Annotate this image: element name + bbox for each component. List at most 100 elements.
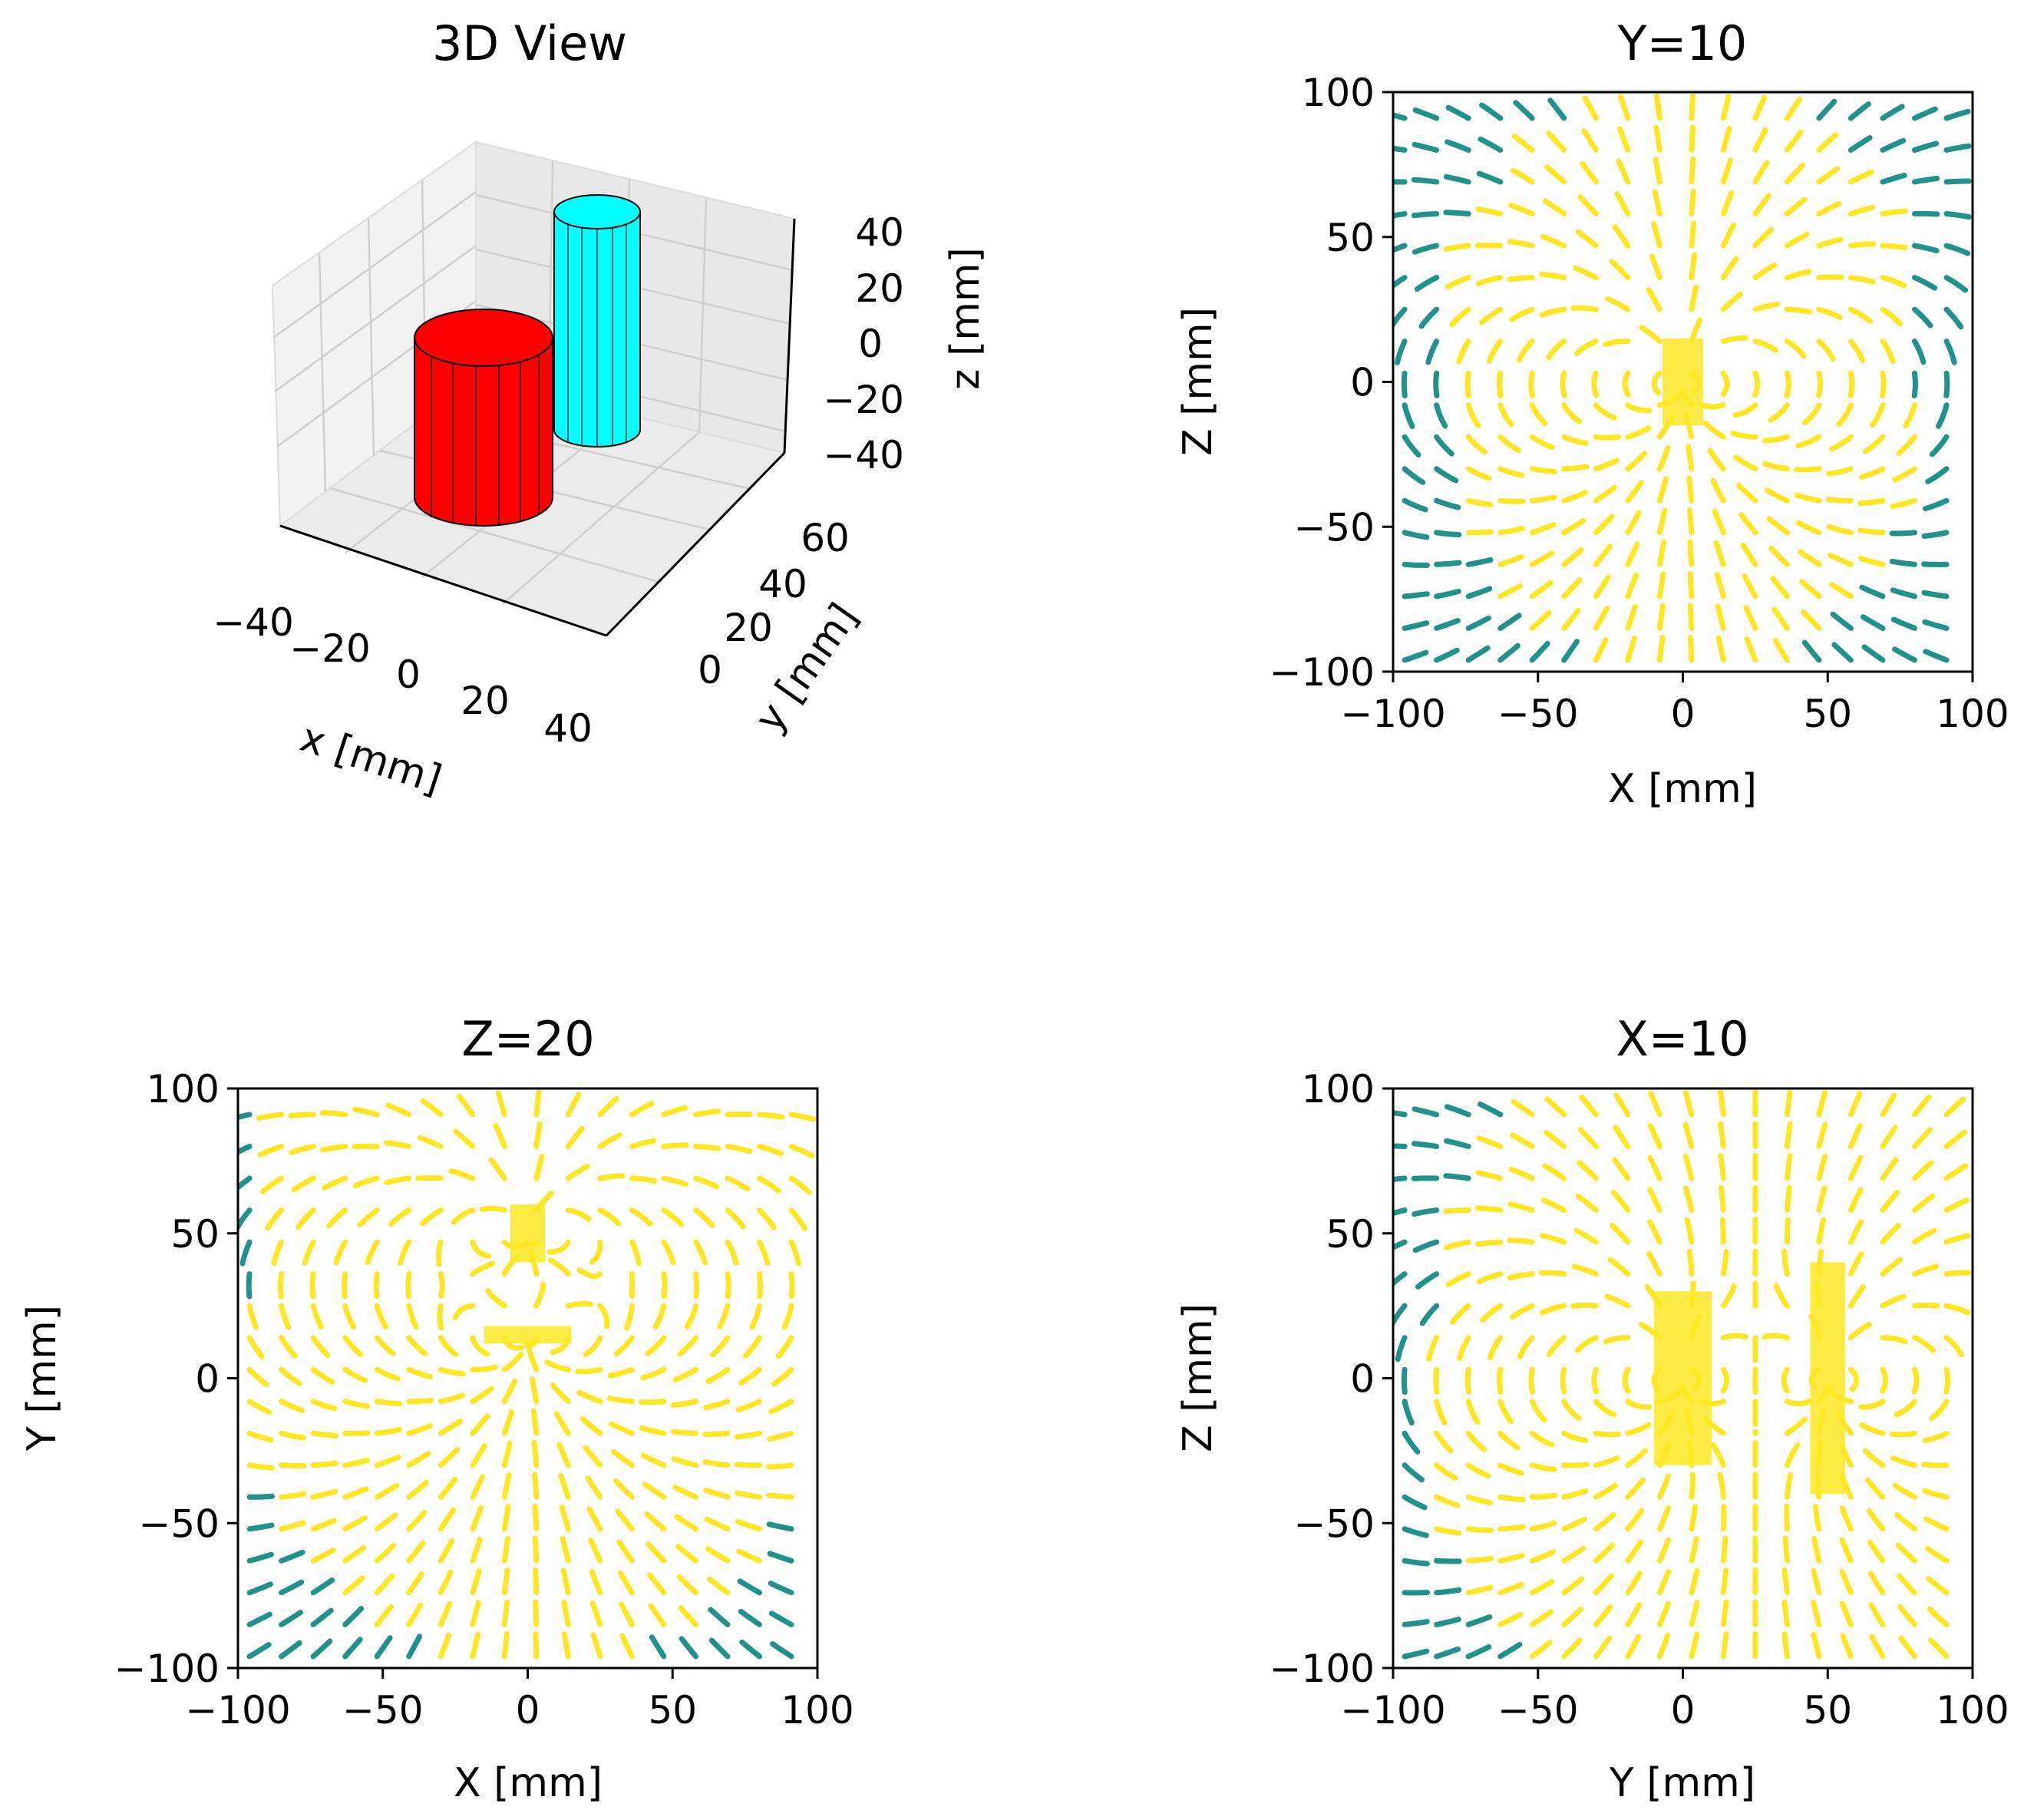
- streamline: [1510, 1303, 1535, 1320]
- streamline: [1517, 339, 1535, 363]
- streamline: [1861, 644, 1886, 663]
- streamline: [1943, 1233, 1971, 1245]
- streamline: [1943, 108, 1971, 121]
- streamline: [357, 1207, 380, 1228]
- streamline: [1476, 1135, 1504, 1149]
- streamline: [736, 1548, 762, 1564]
- streamline: [448, 1168, 476, 1181]
- streamline: [279, 1335, 298, 1359]
- streamline: [1412, 141, 1440, 153]
- streamline: [420, 1098, 444, 1118]
- streamline: [352, 1175, 380, 1188]
- streamline: [406, 1451, 431, 1468]
- streamline: [1720, 370, 1730, 397]
- streamline: [1593, 457, 1620, 472]
- streamline: [1880, 1257, 1903, 1277]
- streamline: [1943, 178, 1972, 185]
- streamline: [1698, 401, 1726, 410]
- streamline: [725, 1207, 746, 1230]
- streamline: [279, 1303, 292, 1330]
- streamline: [725, 1144, 753, 1154]
- streamline: [1682, 1121, 1695, 1149]
- streamline: [1912, 1335, 1936, 1353]
- streamline: [1890, 1455, 1917, 1468]
- streamline: [501, 1504, 511, 1532]
- streamline: [1943, 370, 1950, 398]
- streamline: [417, 1135, 444, 1149]
- streamline: [1561, 434, 1589, 446]
- streamline: [1625, 402, 1653, 414]
- streamline: [342, 1486, 369, 1500]
- streamline: [279, 1640, 302, 1660]
- streamline: [1561, 1430, 1588, 1444]
- streamline: [1457, 1335, 1471, 1362]
- tick-label: 60: [801, 516, 850, 560]
- streamline: [1689, 93, 1695, 121]
- streamline: [1781, 1599, 1790, 1627]
- streamline: [501, 1440, 513, 1468]
- streamline: [675, 1544, 698, 1564]
- streamline: [493, 1122, 507, 1149]
- streamline: [1497, 497, 1526, 504]
- panel-y10: Y=10 −100 −50 0 50 100 100 50 0 −50 −100 X [mm] Z…: [1175, 15, 2009, 812]
- streamline: [766, 1462, 794, 1470]
- streamline: [1710, 1442, 1726, 1468]
- streamline: [768, 1581, 794, 1596]
- streamline: [1434, 497, 1461, 510]
- streamline: [757, 1207, 777, 1230]
- streamline: [735, 1399, 762, 1412]
- streamline: [1539, 271, 1567, 281]
- streamline: [1573, 265, 1599, 281]
- streamline: [1743, 605, 1758, 631]
- streamline: [406, 1571, 424, 1596]
- streamline: [1858, 1399, 1886, 1410]
- streamline: [1529, 466, 1557, 474]
- streamline: [1860, 614, 1886, 631]
- streamline: [576, 1267, 603, 1280]
- streamline: [319, 1110, 348, 1118]
- streamline: [289, 1144, 316, 1155]
- streamline: [1497, 1399, 1514, 1425]
- streamline: [1511, 1098, 1535, 1118]
- tick-label: 20: [724, 606, 773, 650]
- streamline: [1864, 1477, 1886, 1500]
- streamline: [1923, 1516, 1950, 1532]
- streamline: [597, 1173, 626, 1181]
- streamline: [437, 1538, 454, 1564]
- streamline: [1720, 1333, 1748, 1341]
- streamline: [1816, 1154, 1828, 1181]
- streamline: [1445, 1104, 1471, 1118]
- streamline: [1570, 305, 1599, 312]
- streamline: [1445, 139, 1471, 153]
- streamline: [775, 1335, 794, 1359]
- streamline: [246, 1366, 269, 1388]
- streamline: [1798, 549, 1822, 567]
- streamline: [1880, 339, 1896, 365]
- streamline: [1625, 1602, 1643, 1627]
- streamline: [501, 1351, 524, 1372]
- streamline: [365, 1239, 380, 1266]
- streamline: [1402, 497, 1428, 513]
- streamline: [1509, 306, 1535, 322]
- streamline: [1689, 252, 1698, 281]
- streamline: [374, 1483, 400, 1500]
- streamline: [704, 1516, 731, 1532]
- streamline: [1561, 639, 1580, 663]
- streamline: [1647, 1187, 1662, 1213]
- streamline: [1924, 1545, 1950, 1564]
- streamline: [735, 1519, 762, 1532]
- streamline: [1411, 1141, 1440, 1149]
- streamline: [1577, 194, 1599, 216]
- streamline: [533, 1121, 543, 1149]
- streamline: [583, 1445, 603, 1468]
- streamline: [388, 1207, 412, 1227]
- streamline: [1936, 402, 1950, 429]
- streamline: [739, 1639, 762, 1660]
- streamline: [1465, 1555, 1494, 1564]
- streamline: [374, 1512, 398, 1532]
- streamline: [1475, 206, 1504, 216]
- streamline: [1929, 1399, 1950, 1422]
- streamline: [1689, 284, 1699, 312]
- streamline: [565, 1207, 592, 1222]
- streamline: [743, 1335, 762, 1359]
